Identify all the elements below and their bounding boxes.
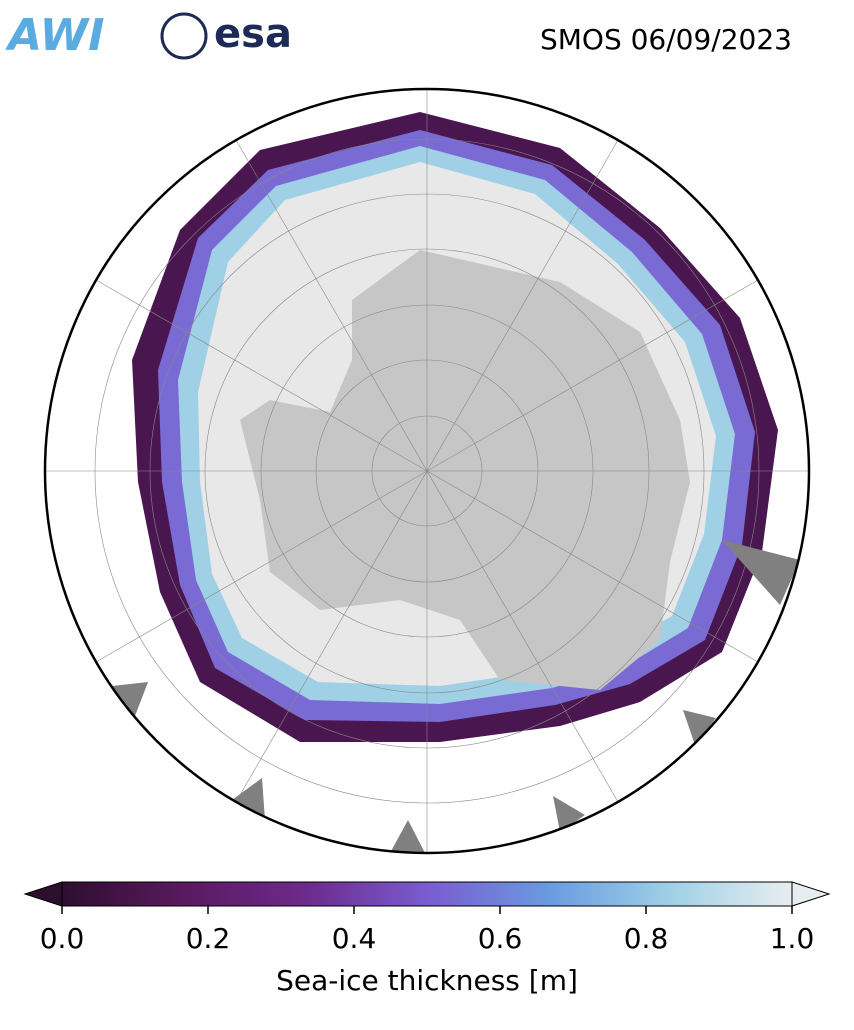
map	[45, 89, 809, 853]
esa-emblem	[160, 12, 208, 60]
colorbar-label: Sea-ice thickness [m]	[276, 964, 578, 997]
colorbar-tick-label: 0.6	[478, 922, 523, 955]
antarctica	[240, 250, 690, 690]
graticule	[45, 89, 809, 853]
colorbar-extend-high	[791, 881, 831, 907]
colorbar-extend-low	[23, 881, 63, 907]
awi-logo: AWI	[5, 10, 105, 61]
colorbar-tick-label: 0.0	[40, 922, 85, 955]
colorbar-tick-label: 1.0	[770, 922, 815, 955]
map-frame	[43, 87, 811, 855]
colorbar	[61, 881, 793, 907]
esa-logo: esa	[214, 11, 292, 57]
colorbar-tick-label: 0.4	[332, 922, 377, 955]
colorbar-tick-label: 0.2	[186, 922, 231, 955]
no-data	[112, 540, 800, 853]
map-title: SMOS 06/09/2023	[540, 23, 792, 56]
colorbar-tick-label: 0.8	[624, 922, 669, 955]
